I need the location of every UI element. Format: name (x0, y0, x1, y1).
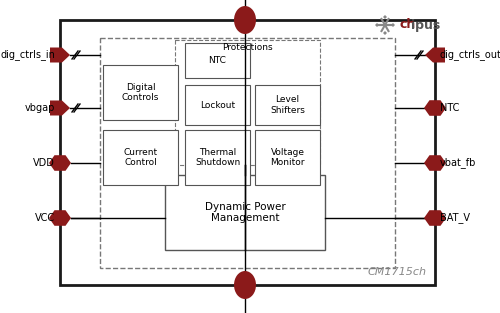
Text: VCC: VCC (35, 213, 55, 223)
Text: Voltage
Monitor: Voltage Monitor (270, 148, 305, 167)
Ellipse shape (234, 6, 256, 34)
Polygon shape (391, 23, 395, 27)
Text: Thermal
Shutdown: Thermal Shutdown (195, 148, 240, 167)
Text: vbgap: vbgap (24, 103, 55, 113)
Text: ipus: ipus (411, 18, 440, 32)
Bar (175, 40, 320, 165)
Polygon shape (424, 100, 446, 116)
Polygon shape (383, 31, 387, 35)
Text: vbat_fb: vbat_fb (440, 157, 476, 168)
Text: NTC: NTC (208, 56, 226, 65)
Bar (103, 65, 178, 120)
Bar (185, 85, 250, 125)
Bar (255, 130, 320, 185)
Polygon shape (424, 155, 446, 171)
Bar (165, 175, 325, 250)
Bar (60, 20, 435, 285)
Bar (255, 85, 320, 125)
Polygon shape (424, 210, 446, 226)
Bar (103, 130, 178, 185)
Bar (185, 130, 250, 185)
Text: VDD: VDD (33, 158, 55, 168)
Polygon shape (375, 23, 379, 27)
Polygon shape (425, 48, 445, 63)
Text: Level
Shifters: Level Shifters (270, 95, 305, 115)
Text: Lockout: Lockout (200, 100, 235, 110)
Text: Dynamic Power
Management: Dynamic Power Management (204, 202, 286, 223)
Text: dig_ctrls_out: dig_ctrls_out (440, 49, 500, 60)
Text: Digital
Controls: Digital Controls (122, 83, 159, 102)
Bar (185, 43, 250, 78)
Text: dig_ctrls_in: dig_ctrls_in (0, 49, 55, 60)
Text: ch: ch (399, 18, 415, 32)
Polygon shape (49, 210, 71, 226)
Text: CM1715ch: CM1715ch (368, 267, 427, 277)
Text: Protections: Protections (222, 44, 273, 53)
Text: BAT_V: BAT_V (440, 213, 470, 223)
Text: NTC: NTC (440, 103, 460, 113)
Polygon shape (49, 155, 71, 171)
Polygon shape (50, 48, 70, 63)
Ellipse shape (234, 271, 256, 299)
Polygon shape (50, 100, 70, 115)
Text: Current
Control: Current Control (124, 148, 158, 167)
Bar (100, 38, 395, 268)
Polygon shape (383, 15, 387, 19)
